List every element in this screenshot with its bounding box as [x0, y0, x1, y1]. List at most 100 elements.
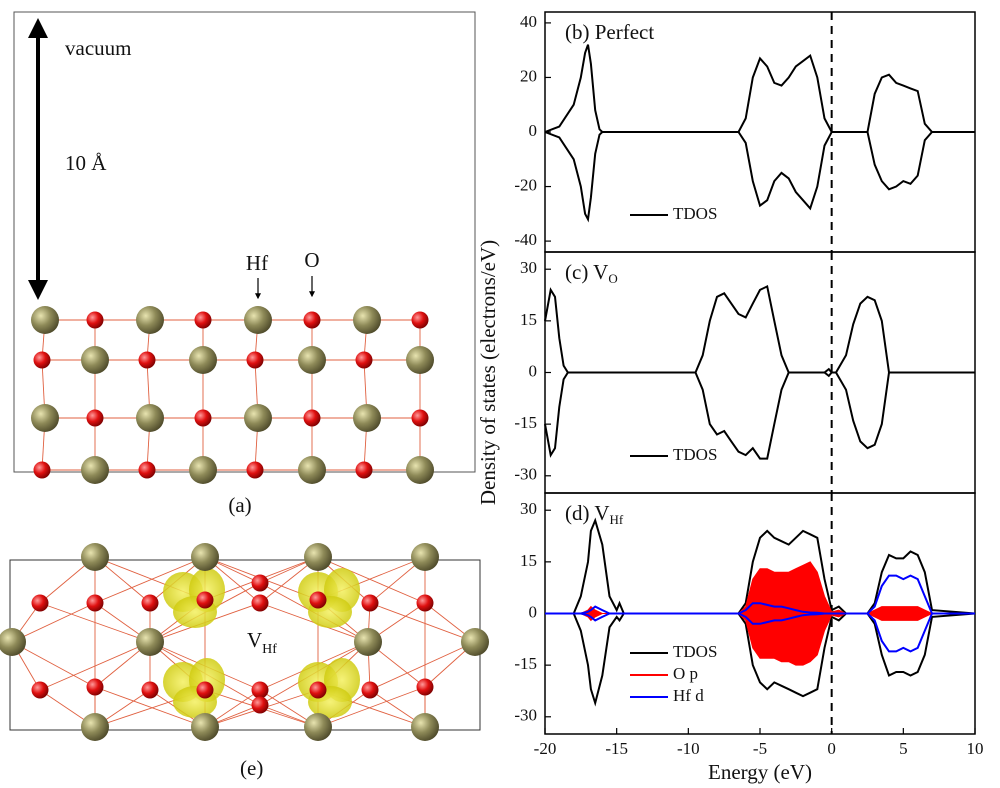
o-atom: [34, 352, 51, 369]
y-tick-label: -15: [514, 654, 537, 673]
title-main: (b) Perfect: [565, 20, 654, 44]
o-atom: [139, 352, 156, 369]
o-atom: [32, 595, 49, 612]
title-sub: O: [608, 271, 617, 286]
y-tick-label: 40: [520, 12, 537, 31]
o-atom: [195, 410, 212, 427]
area: [545, 614, 975, 666]
o-atom: [356, 352, 373, 369]
o-atom: [417, 595, 434, 612]
y-tick-label: 15: [520, 551, 537, 570]
x-tick-label: 10: [967, 739, 984, 758]
o-atom: [252, 575, 269, 592]
y-tick-label: 0: [529, 121, 538, 140]
o-atom: [310, 682, 327, 699]
hf-atom: [81, 456, 109, 484]
hf-atom: [81, 713, 109, 741]
hf-atom: [81, 543, 109, 571]
hf-atom: [298, 346, 326, 374]
hf-atom: [353, 404, 381, 432]
o-label: O: [304, 248, 319, 272]
legend-label: TDOS: [673, 204, 717, 223]
height-label: 10 Å: [65, 151, 107, 175]
o-atom: [304, 312, 321, 329]
bond: [12, 642, 95, 687]
y-tick-label: 0: [529, 602, 538, 621]
hf-atom: [353, 306, 381, 334]
hf-atom: [31, 404, 59, 432]
hf-atom: [136, 306, 164, 334]
o-atom: [417, 679, 434, 696]
y-tick-label: 30: [520, 499, 537, 518]
o-atom: [304, 410, 321, 427]
o-atom: [34, 462, 51, 479]
panel-title: (c) VO: [565, 260, 618, 286]
dos-line: [545, 373, 975, 459]
y-tick-label: -30: [514, 465, 537, 484]
o-atom: [362, 595, 379, 612]
o-atom: [247, 352, 264, 369]
figure: vacuum 10 Å Hf O (a) (e) VHf -40-2002040…: [0, 0, 1000, 788]
o-atom: [412, 312, 429, 329]
vacancy-sub: Hf: [262, 642, 277, 657]
o-atom: [87, 312, 104, 329]
x-tick-label: 0: [827, 739, 836, 758]
legend-label: Hf d: [673, 686, 704, 705]
panel-title: (d) VHf: [565, 501, 624, 527]
o-atom: [412, 410, 429, 427]
o-atom: [310, 592, 327, 609]
x-tick-label: 5: [899, 739, 908, 758]
hf-atom: [304, 543, 332, 571]
hf-atom: [406, 456, 434, 484]
o-atom: [252, 595, 269, 612]
hf-atom: [31, 306, 59, 334]
hf-atom: [244, 306, 272, 334]
panel-label: (a): [228, 493, 251, 517]
y-tick-label: -20: [514, 175, 537, 194]
hf-atom: [136, 628, 164, 656]
o-atom: [142, 595, 159, 612]
hf-atom: [136, 404, 164, 432]
y-tick-label: 30: [520, 258, 537, 277]
o-atom: [197, 592, 214, 609]
hf-atom: [81, 346, 109, 374]
area: [545, 562, 975, 614]
dos-line: [545, 132, 975, 219]
cell-box: [10, 560, 480, 730]
x-tick-label: -20: [534, 739, 557, 758]
o-atom: [87, 410, 104, 427]
hf-atom: [191, 713, 219, 741]
o-atom: [142, 682, 159, 699]
y-tick-label: -30: [514, 706, 537, 725]
x-tick-label: -15: [605, 739, 628, 758]
dos-line: [545, 45, 975, 132]
hf-atom: [406, 346, 434, 374]
vacancy-v: V: [247, 628, 262, 652]
hf-atom: [189, 456, 217, 484]
hf-atom: [189, 346, 217, 374]
title-main: (d) V: [565, 501, 610, 525]
hf-atom: [411, 713, 439, 741]
hf-atom: [191, 543, 219, 571]
o-atom: [32, 682, 49, 699]
x-tick-label: -10: [677, 739, 700, 758]
y-tick-label: -15: [514, 413, 537, 432]
o-atom: [87, 595, 104, 612]
dos-line: [545, 286, 975, 372]
o-atom: [87, 679, 104, 696]
o-atom: [356, 462, 373, 479]
hf-atom: [0, 628, 26, 656]
vacancy-label: VHf: [247, 628, 277, 657]
y-tick-label: 20: [520, 66, 537, 85]
hf-atom: [461, 628, 489, 656]
hf-label: Hf: [246, 251, 268, 275]
o-atom: [252, 682, 269, 699]
hf-atom: [304, 713, 332, 741]
y-tick-label: -40: [514, 230, 537, 249]
title-main: (c) V: [565, 260, 608, 284]
o-atom: [197, 682, 214, 699]
o-atom: [247, 462, 264, 479]
hf-atom: [411, 543, 439, 571]
hf-atom: [298, 456, 326, 484]
vacuum-label: vacuum: [65, 36, 131, 60]
